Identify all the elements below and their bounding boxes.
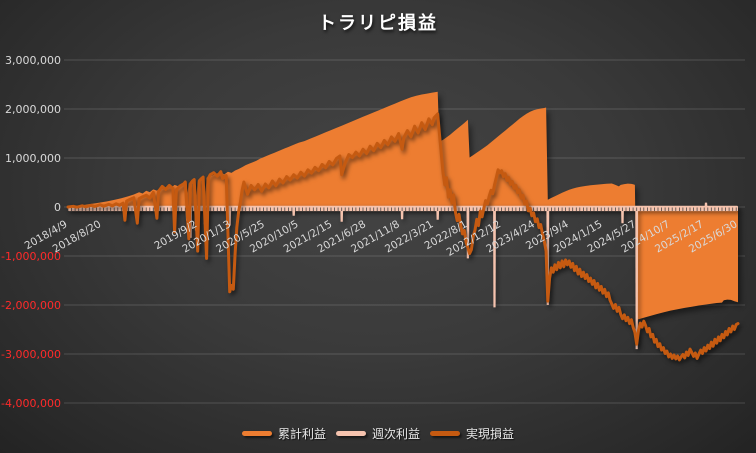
- legend-item-cumulative: 累計利益: [241, 425, 326, 442]
- legend-item-weekly: 週次利益: [335, 425, 420, 442]
- cumulative-series-swatch-icon: [241, 431, 272, 436]
- svg-text:3,000,000: 3,000,000: [5, 54, 61, 67]
- realized-series-swatch-icon: [430, 431, 460, 436]
- chart-legend: 累計利益 週次利益 実現損益: [0, 425, 756, 442]
- legend-label-cumulative: 累計利益: [277, 427, 326, 441]
- svg-text:-4,000,000: -4,000,000: [1, 397, 61, 410]
- svg-text:-2,000,000: -2,000,000: [1, 299, 61, 312]
- legend-item-realized: 実現損益: [430, 425, 514, 442]
- chart-title: トラリピ損益: [318, 13, 438, 34]
- svg-text:1,000,000: 1,000,000: [5, 152, 61, 165]
- svg-text:0: 0: [54, 201, 61, 214]
- svg-text:-3,000,000: -3,000,000: [1, 348, 61, 361]
- legend-label-realized: 実現損益: [466, 427, 515, 441]
- legend-label-weekly: 週次利益: [371, 427, 420, 441]
- weekly-series-swatch-icon: [335, 431, 366, 436]
- svg-text:-1,000,000: -1,000,000: [1, 250, 61, 263]
- svg-text:2,000,000: 2,000,000: [5, 103, 61, 116]
